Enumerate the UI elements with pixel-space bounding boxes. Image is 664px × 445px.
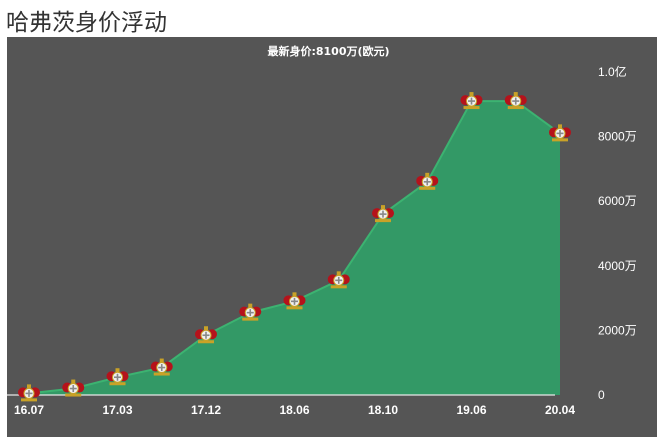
x-tick-label: 18.06 bbox=[279, 403, 309, 417]
y-tick-label: 4000万 bbox=[598, 259, 637, 273]
club-crest-marker-icon[interactable] bbox=[372, 205, 394, 223]
club-crest-marker-icon[interactable] bbox=[62, 379, 85, 397]
chart-subtitle: 最新身价:8100万(欧元) bbox=[267, 45, 390, 58]
club-crest-marker-icon[interactable] bbox=[18, 384, 40, 402]
x-tick-label: 17.03 bbox=[102, 403, 132, 417]
chart-panel: 最新身价:8100万(欧元) 0 2000万 4000万 6000万 8000万 1.0亿… bbox=[7, 37, 657, 437]
club-crest-marker-icon[interactable] bbox=[549, 124, 571, 142]
x-tick-label: 17.12 bbox=[191, 403, 221, 417]
club-crest-marker-icon[interactable] bbox=[106, 368, 129, 386]
y-tick-label: 6000万 bbox=[598, 194, 637, 208]
club-crest-marker-icon[interactable] bbox=[195, 326, 217, 344]
club-crest-marker-icon[interactable] bbox=[416, 172, 439, 190]
club-crest-marker-icon[interactable] bbox=[504, 92, 527, 110]
x-tick-label: 18.10 bbox=[368, 403, 398, 417]
club-crest-marker-icon[interactable] bbox=[460, 92, 483, 110]
y-tick-label: 1.0亿 bbox=[598, 64, 627, 79]
club-crest-marker-icon[interactable] bbox=[327, 271, 350, 289]
club-crest-marker-icon[interactable] bbox=[283, 292, 306, 310]
x-tick-label: 19.06 bbox=[456, 403, 486, 417]
club-crest-marker-icon[interactable] bbox=[239, 303, 262, 321]
x-tick-label: 20.04 bbox=[545, 403, 575, 417]
y-tick-label: 0 bbox=[598, 388, 605, 402]
area-chart: 0 2000万 4000万 6000万 8000万 1.0亿 16.07 17.03 17.12… bbox=[7, 64, 637, 417]
y-tick-label: 2000万 bbox=[598, 323, 637, 337]
x-tick-label: 16.07 bbox=[14, 403, 44, 417]
value-area bbox=[29, 101, 560, 395]
y-tick-label: 8000万 bbox=[598, 130, 637, 144]
page-title: 哈弗茨身价浮动 bbox=[6, 10, 167, 36]
club-crest-marker-icon[interactable] bbox=[150, 358, 173, 376]
